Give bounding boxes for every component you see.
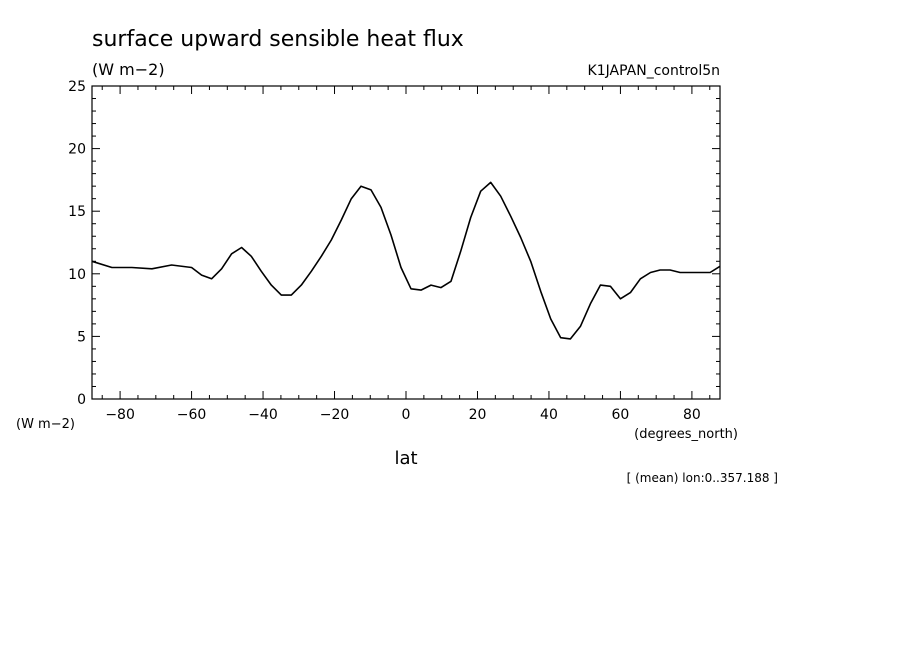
chart-title: surface upward sensible heat flux (92, 27, 464, 52)
y-tick-label: 0 (77, 392, 86, 408)
y-tick-label: 10 (68, 267, 86, 283)
x-tick-label: −20 (320, 407, 350, 423)
title-units: (W m−2) (92, 60, 165, 79)
run-label: K1JAPAN_control5n (588, 63, 720, 79)
x-tick-label: 20 (469, 407, 487, 423)
y-tick-label: 20 (68, 142, 86, 158)
series-line (91, 181, 721, 340)
x-tick-label: 0 (402, 407, 411, 423)
y-tick-label: 15 (68, 204, 86, 220)
x-tick-label: 80 (683, 407, 701, 423)
x-tick-label: −40 (248, 407, 278, 423)
averaging-note: [ (mean) lon:0..357.188 ] (627, 471, 778, 485)
x-tick-label: 60 (612, 407, 630, 423)
x-tick-label: −80 (105, 407, 135, 423)
y-tick-label: 25 (68, 79, 86, 95)
y-tick-labels: 0 5 10 15 20 25 (68, 79, 86, 408)
x-tick-label: 40 (540, 407, 558, 423)
x-tick-labels: −80 −60 −40 −20 0 20 40 60 80 (105, 407, 701, 423)
x-tick-label: −60 (177, 407, 207, 423)
axis-ticks (92, 85, 720, 400)
x-axis-units: (degrees_north) (634, 427, 738, 442)
x-axis-label: lat (394, 448, 417, 469)
plot-frame (91, 85, 721, 400)
y-tick-label: 5 (77, 329, 86, 345)
y-axis-units: (W m−2) (16, 417, 75, 432)
